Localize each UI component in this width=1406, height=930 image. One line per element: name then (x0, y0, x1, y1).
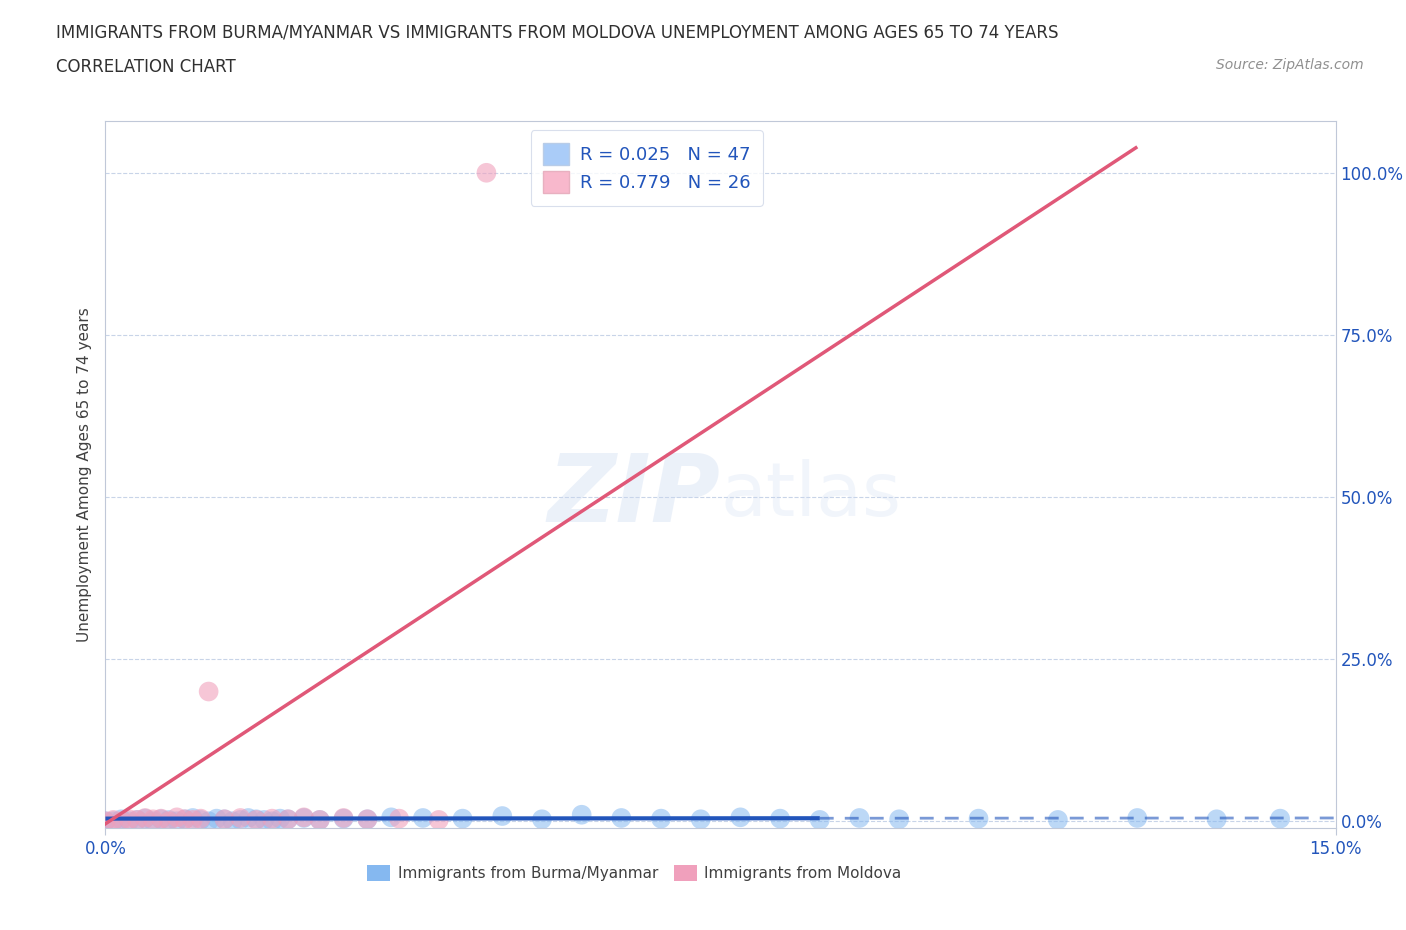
Text: atlas: atlas (721, 459, 901, 532)
Point (142, 814, 165, 829)
Point (308, 813, 330, 828)
Point (475, 166, 498, 180)
Point (1126, 811, 1149, 826)
Point (1268, 811, 1291, 826)
Point (332, 811, 354, 826)
Text: ZIP: ZIP (548, 449, 721, 541)
Point (238, 811, 260, 826)
Point (214, 812, 236, 827)
Point (134, 811, 156, 826)
Point (142, 812, 165, 827)
Point (889, 812, 911, 827)
Point (94, 814, 117, 829)
Point (769, 811, 792, 826)
Point (190, 813, 212, 828)
Point (181, 811, 204, 826)
Point (277, 812, 299, 827)
Point (173, 812, 195, 827)
Point (229, 811, 252, 826)
Point (530, 812, 553, 827)
Point (173, 812, 195, 827)
Point (262, 811, 284, 826)
Point (157, 813, 180, 828)
Point (181, 813, 204, 828)
Point (848, 811, 870, 826)
Y-axis label: Unemployment Among Ages 65 to 74 years: Unemployment Among Ages 65 to 74 years (76, 307, 91, 642)
Text: IMMIGRANTS FROM BURMA/MYANMAR VS IMMIGRANTS FROM MOLDOVA UNEMPLOYMENT AMONG AGES: IMMIGRANTS FROM BURMA/MYANMAR VS IMMIGRA… (56, 23, 1059, 41)
Point (214, 812, 236, 827)
Point (118, 812, 141, 827)
Point (1205, 812, 1227, 827)
Point (269, 811, 291, 826)
Point (292, 811, 315, 826)
Point (356, 812, 378, 827)
Point (730, 810, 752, 825)
Point (388, 811, 411, 826)
Point (808, 813, 831, 828)
Point (356, 812, 378, 827)
Point (157, 814, 180, 829)
Point (110, 814, 132, 829)
Text: CORRELATION CHART: CORRELATION CHART (56, 58, 236, 75)
Point (166, 814, 188, 829)
Point (650, 811, 672, 826)
Point (127, 813, 149, 828)
Point (221, 814, 243, 829)
Point (412, 811, 434, 826)
Point (1046, 813, 1069, 828)
Point (197, 814, 219, 829)
Point (103, 813, 125, 828)
Point (190, 811, 212, 826)
Point (127, 813, 149, 828)
Point (451, 811, 474, 826)
Point (94, 814, 117, 829)
Point (292, 810, 315, 825)
Point (134, 811, 156, 826)
Point (967, 811, 990, 826)
Point (103, 814, 125, 829)
Point (197, 684, 219, 699)
Point (229, 813, 252, 828)
Point (150, 812, 173, 827)
Point (571, 807, 593, 822)
Point (610, 811, 633, 826)
Text: Source: ZipAtlas.com: Source: ZipAtlas.com (1216, 58, 1364, 72)
Point (277, 812, 299, 827)
Point (110, 812, 132, 827)
Point (689, 812, 711, 827)
Point (253, 813, 276, 828)
Point (118, 814, 141, 829)
Point (150, 811, 173, 826)
Point (491, 808, 513, 823)
Point (166, 810, 188, 825)
Point (262, 814, 284, 829)
Point (427, 813, 450, 828)
Legend: R = 0.025   N = 47, R = 0.779   N = 26: R = 0.025 N = 47, R = 0.779 N = 26 (530, 130, 763, 206)
Point (245, 813, 267, 828)
Point (332, 811, 354, 826)
Point (205, 811, 228, 826)
Point (245, 812, 267, 827)
Point (380, 810, 402, 825)
Point (308, 813, 330, 828)
